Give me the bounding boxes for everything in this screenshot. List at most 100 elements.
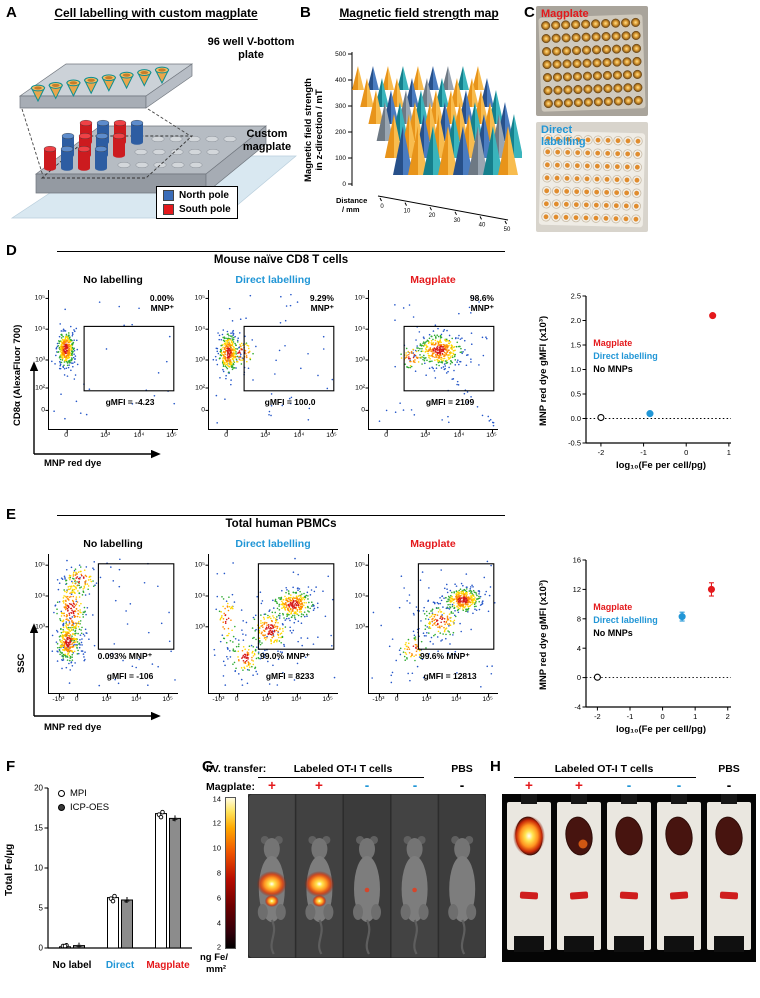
tick-label: 10³ xyxy=(195,623,205,631)
magplate-symbol-1: + xyxy=(525,778,533,793)
labeled-cells-underline-h xyxy=(514,777,696,778)
panel-f-ylabel: Total Fe/µg xyxy=(4,843,15,897)
magplate-symbol-2: + xyxy=(575,778,583,793)
panel-e-scatter-ylabel: MNP red dye gMFI (x10³) xyxy=(538,579,549,691)
south-pole-label: South pole xyxy=(179,204,231,215)
flow-title-no-labelling: No labelling xyxy=(83,274,143,286)
svg-text:12: 12 xyxy=(573,585,581,594)
y-tick-labels: 10⁵ 10⁴ 10³ 10² 0 xyxy=(346,290,367,430)
tick-label: 10⁵ xyxy=(194,561,205,569)
legend-mpi-label: MPI xyxy=(70,788,87,799)
tick-label: 0 xyxy=(361,406,365,414)
flow-plot-e-magplate: 10⁵ 10⁴ 10³ 99.6% MNP⁺ gMFI = 12813 -10³ 0 1… xyxy=(346,554,498,712)
tick-label: 10⁴ xyxy=(131,696,142,703)
tick-label: 10³ xyxy=(100,432,111,439)
panel-d-scatter-xlabel: log₁₀(Fe per cell/pg) xyxy=(615,460,707,471)
panel-e-flow-xlabel: MNP red dye xyxy=(44,722,102,733)
panel-d-group-line xyxy=(57,251,505,252)
flow-plot-area: 99.6% MNP⁺ gMFI = 12813 xyxy=(365,554,498,698)
north-pole-row: North pole xyxy=(163,190,231,201)
magplate-photo: Magplate xyxy=(536,6,648,116)
panel-h-label: H xyxy=(490,758,501,775)
panel-d-flow-xlabel: MNP red dye xyxy=(44,458,102,469)
svg-text:1: 1 xyxy=(693,712,697,721)
svg-text:0: 0 xyxy=(39,944,44,953)
legend-icpoes-label: ICP-OES xyxy=(70,802,110,813)
svg-text:-2: -2 xyxy=(598,448,605,457)
tick-label: -10³ xyxy=(372,696,385,703)
labeled-cells-header-h: Labeled OT-I T cells xyxy=(554,763,654,775)
panel-d-title: Mouse naïve CD8 T cells xyxy=(213,254,349,266)
gmfi-value: gMFI = 100.0 xyxy=(264,397,316,408)
gmfi-value: gMFI = 8233 xyxy=(265,670,315,681)
svg-text:1.0: 1.0 xyxy=(571,365,581,374)
colorbar-unit-line1: ng Fe/ xyxy=(200,952,228,963)
tick-label: 10⁵ xyxy=(354,561,365,569)
svg-text:0.5: 0.5 xyxy=(571,390,581,399)
svg-text:-4: -4 xyxy=(574,703,581,712)
svg-text:Magplate: Magplate xyxy=(593,338,632,348)
svg-text:2.5: 2.5 xyxy=(571,292,581,301)
x-tick-labels: -10³ 0 10³ 10⁴ 10⁵ xyxy=(48,695,178,709)
tick-label: 10³ xyxy=(355,623,365,631)
panel-e-title: Total human PBMCs xyxy=(225,518,337,530)
tick-label: 10⁴ xyxy=(354,325,365,333)
svg-text:8: 8 xyxy=(577,614,581,623)
legend-mpi: MPI xyxy=(58,788,109,799)
gate-percent: 9.29% MNP⁺ xyxy=(309,293,334,314)
tick-label: 0 xyxy=(41,406,45,414)
gmfi-value: gMFI = 12813 xyxy=(423,670,477,681)
flow-title-magplate: Magplate xyxy=(410,538,456,550)
svg-text:2: 2 xyxy=(726,712,730,721)
tick-label: 0 xyxy=(201,406,205,414)
y-tick-labels: 10⁵ 10⁴ 10³ 10² 0 xyxy=(186,290,207,430)
gate-percent: 99.6% MNP⁺ xyxy=(419,651,470,662)
svg-text:30: 30 xyxy=(454,218,461,224)
tick-label: 10⁴ xyxy=(451,696,462,703)
tick-label: 8 xyxy=(216,868,221,878)
magplate-symbol-4: - xyxy=(412,778,418,793)
panel-g-label: G xyxy=(202,758,214,775)
tick-label: 10³ xyxy=(355,356,365,364)
magplate-symbol-5: - xyxy=(726,778,732,793)
magplate-symbol-1: + xyxy=(268,778,276,793)
svg-text:/ mm: / mm xyxy=(342,205,360,214)
magplate-photo-label: Magplate xyxy=(541,8,589,20)
pbs-header-g: PBS xyxy=(451,763,473,775)
x-tick-labels: -10³ 0 10³ 10⁴ 10⁵ xyxy=(208,695,338,709)
gmfi-value: gMFI = -106 xyxy=(106,670,154,681)
tick-label: 0 xyxy=(234,696,239,703)
panel-d-axis-arrows xyxy=(29,361,161,459)
north-pole-swatch xyxy=(163,190,174,201)
well-plate-image xyxy=(538,14,646,112)
tick-label: 10² xyxy=(35,384,45,392)
tick-label: 14 xyxy=(212,794,221,804)
south-pole-row: South pole xyxy=(163,204,231,215)
gmfi-value: gMFI = 2109 xyxy=(425,397,475,408)
panel-b-label: B xyxy=(300,4,311,21)
well-grid xyxy=(541,17,643,109)
flow-title-direct-labelling: Direct labelling xyxy=(235,538,311,550)
open-circle-marker xyxy=(58,790,65,797)
flow-plot-area: 98.6% MNP⁺ gMFI = 2109 xyxy=(365,290,498,434)
x-tick-labels: -10³ 0 10³ 10⁴ 10⁵ xyxy=(368,695,498,709)
tick-label: 10⁴ xyxy=(291,696,302,703)
svg-text:20: 20 xyxy=(34,784,43,793)
panel-e-group-line xyxy=(57,515,505,516)
tick-label: 10⁴ xyxy=(293,432,305,439)
tick-label: 10⁵ xyxy=(326,432,337,439)
magplate-symbol-5: - xyxy=(459,778,465,793)
svg-text:0.0: 0.0 xyxy=(571,414,581,423)
svg-text:40: 40 xyxy=(479,222,486,228)
tick-label: 10⁴ xyxy=(453,432,465,439)
magplate-symbol-2: + xyxy=(315,778,323,793)
tick-label: 10⁵ xyxy=(194,294,205,302)
svg-text:500: 500 xyxy=(335,51,346,58)
direct-labelling-photo: Direct labelling xyxy=(536,122,648,232)
y-tick-labels: 10⁵ 10⁴ 10³ xyxy=(346,554,367,694)
y-tick-labels: 10⁵ 10⁴ 10³ xyxy=(26,554,47,694)
tick-label: 10⁵ xyxy=(482,696,493,703)
tick-label: 0 xyxy=(224,432,229,439)
tick-label: 0 xyxy=(394,696,399,703)
